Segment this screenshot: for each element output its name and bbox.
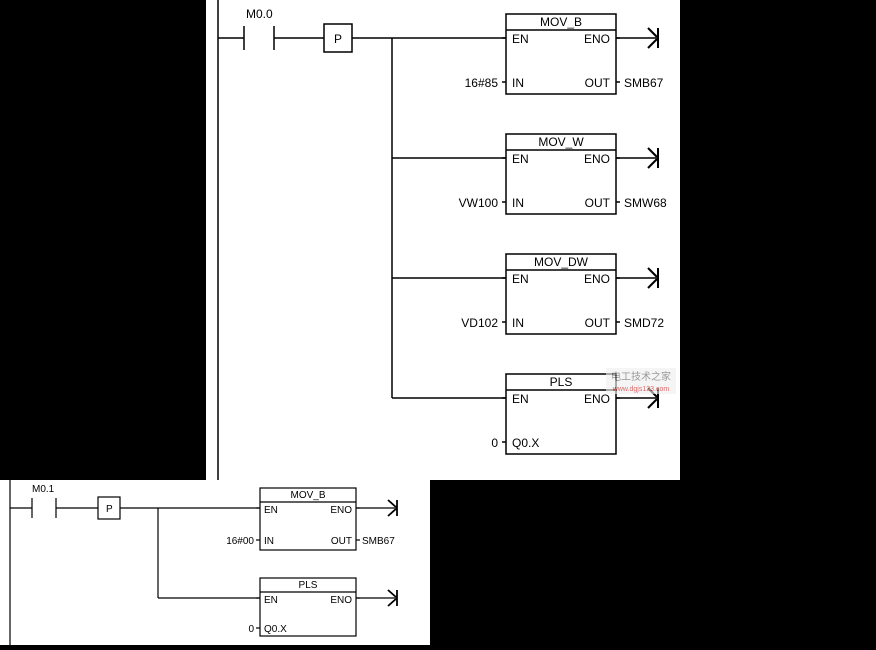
- svg-text:MOV_B: MOV_B: [290, 490, 325, 501]
- ladder-rung-1: M0.0 P MOV_B EN ENO IN OUT 16#85 SMB67 M…: [206, 0, 680, 480]
- port-out: OUT: [585, 76, 611, 90]
- svg-text:ENO: ENO: [584, 392, 610, 406]
- contact-label: M0.1: [32, 484, 55, 495]
- svg-text:IN: IN: [264, 536, 274, 547]
- svg-text:OUT: OUT: [585, 196, 611, 210]
- svg-text:ENO: ENO: [584, 152, 610, 166]
- pulse-label: P: [334, 32, 342, 46]
- svg-text:SMW68: SMW68: [624, 196, 667, 210]
- svg-text:电工技术之家: 电工技术之家: [611, 370, 671, 383]
- svg-text:0: 0: [491, 436, 498, 450]
- out-value: SMB67: [624, 76, 664, 90]
- svg-text:MOV_W: MOV_W: [538, 135, 584, 149]
- svg-text:PLS: PLS: [299, 580, 318, 591]
- svg-text:EN: EN: [264, 505, 278, 516]
- svg-text:IN: IN: [512, 196, 524, 210]
- port-en: EN: [512, 32, 529, 46]
- in-value: 16#85: [465, 76, 499, 90]
- svg-text:SMB67: SMB67: [362, 536, 395, 547]
- svg-text:PLS: PLS: [550, 375, 573, 389]
- port-eno: ENO: [584, 32, 610, 46]
- svg-text:OUT: OUT: [331, 536, 352, 547]
- svg-text:0: 0: [248, 624, 254, 635]
- watermark: 电工技术之家 www.dgjs123.com: [606, 368, 676, 394]
- svg-text:16#00: 16#00: [226, 536, 254, 547]
- svg-text:EN: EN: [512, 152, 529, 166]
- svg-text:ENO: ENO: [584, 272, 610, 286]
- svg-text:VW100: VW100: [459, 196, 499, 210]
- ladder-rung-2: M0.1 P MOV_B EN ENO IN OUT 16#00 SMB67 P…: [0, 480, 430, 645]
- svg-text:Q0.X: Q0.X: [264, 624, 287, 635]
- port-in: IN: [512, 76, 524, 90]
- svg-text:EN: EN: [512, 392, 529, 406]
- block-title: MOV_B: [540, 15, 582, 29]
- svg-text:SMD72: SMD72: [624, 316, 664, 330]
- svg-text:VD102: VD102: [461, 316, 498, 330]
- pulse-label: P: [106, 504, 113, 515]
- svg-text:Q0.X: Q0.X: [512, 436, 539, 450]
- svg-text:www.dgjs123.com: www.dgjs123.com: [612, 386, 670, 393]
- svg-text:MOV_DW: MOV_DW: [534, 255, 589, 269]
- svg-text:ENO: ENO: [330, 505, 352, 516]
- svg-text:IN: IN: [512, 316, 524, 330]
- contact-label: M0.0: [246, 7, 273, 21]
- svg-text:ENO: ENO: [330, 595, 352, 606]
- svg-text:OUT: OUT: [585, 316, 611, 330]
- svg-text:EN: EN: [264, 595, 278, 606]
- svg-text:EN: EN: [512, 272, 529, 286]
